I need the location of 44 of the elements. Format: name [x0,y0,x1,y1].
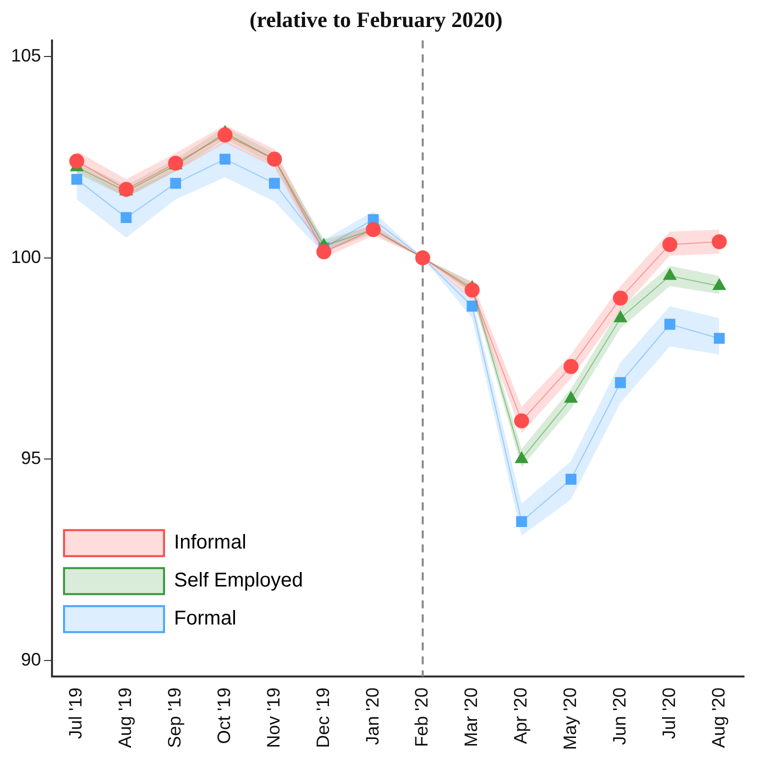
point [614,377,626,388]
chart-title: (relative to February 2020) [249,6,503,32]
x-tick-label: Feb '20 [412,688,432,748]
x-tick-label: Dec '19 [312,688,333,748]
point [664,318,676,330]
x-tick-label: Apr '20 [510,688,531,744]
x-tick-label: Sep '19 [164,688,185,748]
y-tick-label: 90 [21,649,42,670]
point [714,332,725,344]
legend-label: Formal [174,608,236,630]
point [566,474,576,485]
point [464,282,480,298]
point [218,128,233,143]
point [564,359,579,374]
x-tick-label: Jul '20 [658,688,679,740]
x-tick-label: May '20 [560,688,580,750]
x-tick-label: Jul '19 [66,688,86,740]
x-tick-label: Nov '19 [263,688,284,748]
x-tick-label: Jan '20 [362,688,382,746]
point [71,174,82,185]
point [514,413,530,428]
legend-label: Self Employed [174,570,303,592]
y-tick-label: 105 [10,45,42,66]
point [316,244,332,260]
x-tick-label: Oct '19 [214,688,234,744]
point [662,237,678,252]
point [269,178,280,189]
x-tick-label: Jun '20 [609,688,630,746]
point [266,152,282,167]
point [466,300,478,312]
y-tick-label: 95 [21,448,42,468]
point [516,516,528,527]
point [712,234,727,250]
legend-label: Informal [174,532,246,554]
x-tick-label: Aug '19 [115,688,136,748]
y-tick-label: 100 [10,246,42,267]
point [220,154,230,165]
point [120,212,132,223]
x-tick-label: Mar '20 [461,688,482,748]
point [69,154,84,169]
x-tick-label: Aug '20 [708,688,728,748]
point [366,222,381,238]
point [170,178,182,189]
point [612,290,628,306]
